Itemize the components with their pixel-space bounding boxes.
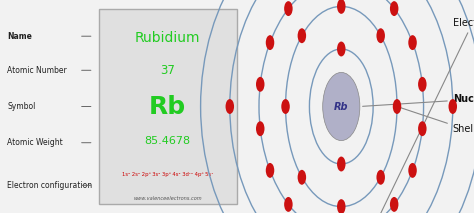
Text: Electron: Electron [343,17,474,213]
Ellipse shape [418,121,427,136]
Ellipse shape [284,1,292,16]
Ellipse shape [337,0,346,14]
Ellipse shape [418,77,427,92]
Ellipse shape [226,99,234,114]
Ellipse shape [390,197,399,212]
Ellipse shape [298,170,306,185]
Text: 37: 37 [160,64,175,77]
Text: Nucleus: Nucleus [363,94,474,106]
Ellipse shape [298,28,306,43]
Ellipse shape [337,199,346,213]
Ellipse shape [448,99,457,114]
Ellipse shape [281,99,290,114]
FancyBboxPatch shape [99,9,237,204]
Ellipse shape [256,121,264,136]
Ellipse shape [256,77,264,92]
Ellipse shape [376,28,385,43]
Text: Atomic Number: Atomic Number [8,66,67,75]
Ellipse shape [408,163,417,178]
Text: www.valenceelectrons.com: www.valenceelectrons.com [133,196,202,201]
Text: Rb: Rb [149,95,186,118]
Text: Name: Name [8,32,32,41]
Text: 1s² 2s² 2p⁶ 3s² 3p⁶ 4s² 3d¹⁰ 4p⁶ 5s¹: 1s² 2s² 2p⁶ 3s² 3p⁶ 4s² 3d¹⁰ 4p⁶ 5s¹ [122,172,213,177]
Ellipse shape [376,170,385,185]
Ellipse shape [393,99,401,114]
Ellipse shape [337,42,346,56]
Text: Atomic Weight: Atomic Weight [8,138,63,147]
Ellipse shape [284,197,292,212]
Text: 85.4678: 85.4678 [145,136,191,145]
Text: Shell: Shell [400,107,474,134]
Text: Electron configuration: Electron configuration [8,181,92,190]
Ellipse shape [266,35,274,50]
Text: Rb: Rb [334,102,348,111]
Ellipse shape [266,163,274,178]
Ellipse shape [390,1,399,16]
Text: Symbol: Symbol [8,102,36,111]
Text: Rubidium: Rubidium [135,31,201,45]
Ellipse shape [323,72,360,141]
Ellipse shape [337,157,346,171]
Ellipse shape [408,35,417,50]
